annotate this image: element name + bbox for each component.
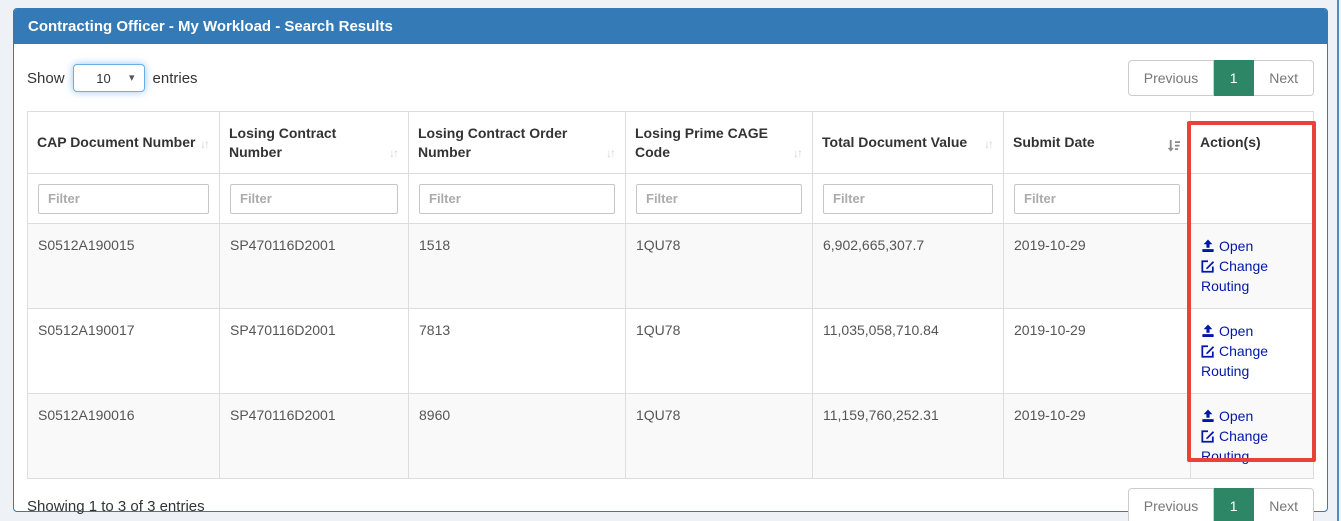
column-header-losing-prime-cage-code[interactable]: Losing Prime CAGE Code ↓↑ xyxy=(625,111,813,174)
filter-input-submit-date[interactable] xyxy=(1014,183,1180,214)
bottom-controls: Showing 1 to 3 of 3 entries Previous 1 N… xyxy=(27,486,1314,521)
next-page-button[interactable]: Next xyxy=(1254,60,1314,96)
cell-cap-document-number: S0512A190017 xyxy=(27,308,220,394)
edit-icon xyxy=(1201,259,1215,273)
header-row: CAP Document Number ↓↑ Losing Contract N… xyxy=(27,111,1314,174)
cell-losing-prime-cage-code: 1QU78 xyxy=(625,393,813,479)
cell-losing-prime-cage-code: 1QU78 xyxy=(625,308,813,394)
cell-total-document-value: 6,902,665,307.7 xyxy=(812,223,1004,309)
column-header-losing-contract-order-number[interactable]: Losing Contract Order Number ↓↑ xyxy=(408,111,626,174)
panel-title: Contracting Officer - My Workload - Sear… xyxy=(14,9,1327,44)
column-header-losing-contract-number[interactable]: Losing Contract Number ↓↑ xyxy=(219,111,409,174)
column-header-submit-date[interactable]: Submit Date xyxy=(1003,111,1191,174)
previous-page-button[interactable]: Previous xyxy=(1127,60,1215,96)
column-header-total-document-value[interactable]: Total Document Value ↓↑ xyxy=(812,111,1004,174)
open-link[interactable]: Open xyxy=(1201,406,1303,426)
filter-input-total-document-value[interactable] xyxy=(823,183,993,214)
cell-losing-contract-order-number: 7813 xyxy=(408,308,626,394)
open-link[interactable]: Open xyxy=(1201,321,1303,341)
filter-input-losing-prime-cage-code[interactable] xyxy=(636,183,802,214)
pagination-bottom: Previous 1 Next xyxy=(1127,488,1314,521)
sort-icon: ↓↑ xyxy=(606,146,616,161)
edit-icon xyxy=(1201,344,1215,358)
results-table-wrap: CAP Document Number ↓↑ Losing Contract N… xyxy=(27,111,1316,479)
cell-losing-contract-order-number: 8960 xyxy=(408,393,626,479)
cell-submit-date: 2019-10-29 xyxy=(1003,308,1191,394)
upload-icon xyxy=(1201,324,1215,338)
cell-losing-contract-order-number: 1518 xyxy=(408,223,626,309)
change-routing-link[interactable]: Change Routing xyxy=(1201,258,1269,294)
filter-input-cap-document-number[interactable] xyxy=(38,183,209,214)
window-right-edge xyxy=(1337,0,1339,521)
pagination-top: Previous 1 Next xyxy=(1127,60,1314,96)
cell-cap-document-number: S0512A190016 xyxy=(27,393,220,479)
sort-icon: ↓↑ xyxy=(793,146,803,161)
top-controls: Show 10 ▾ entries Previous 1 Next xyxy=(27,58,1314,98)
previous-page-button[interactable]: Previous xyxy=(1127,488,1215,521)
entries-select-value: 10 xyxy=(96,70,111,86)
filter-input-losing-contract-order-number[interactable] xyxy=(419,183,615,214)
cell-total-document-value: 11,035,058,710.84 xyxy=(812,308,1004,394)
filter-cell-actions-empty xyxy=(1190,173,1314,224)
column-header-cap-document-number[interactable]: CAP Document Number ↓↑ xyxy=(27,111,220,174)
show-label: Show xyxy=(27,69,65,87)
cell-losing-contract-number: SP470116D2001 xyxy=(219,393,409,479)
cell-cap-document-number: S0512A190015 xyxy=(27,223,220,309)
table-row: S0512A190016 SP470116D2001 8960 1QU78 11… xyxy=(27,393,1314,479)
cell-total-document-value: 11,159,760,252.31 xyxy=(812,393,1004,479)
page-1-button[interactable]: 1 xyxy=(1214,488,1255,521)
cell-losing-contract-number: SP470116D2001 xyxy=(219,308,409,394)
caret-down-icon: ▾ xyxy=(129,72,135,85)
filter-input-losing-contract-number[interactable] xyxy=(230,183,398,214)
cell-submit-date: 2019-10-29 xyxy=(1003,223,1191,309)
entries-label: entries xyxy=(152,69,198,87)
cell-losing-prime-cage-code: 1QU78 xyxy=(625,223,813,309)
sort-icon: ↓↑ xyxy=(200,136,210,151)
page-1-button[interactable]: 1 xyxy=(1214,60,1255,96)
change-routing-link[interactable]: Change Routing xyxy=(1201,428,1269,464)
edit-icon xyxy=(1201,429,1215,443)
sort-amount-asc-icon xyxy=(1167,139,1181,152)
cell-submit-date: 2019-10-29 xyxy=(1003,393,1191,479)
next-page-button[interactable]: Next xyxy=(1254,488,1314,521)
upload-icon xyxy=(1201,409,1215,423)
sort-icon: ↓↑ xyxy=(984,136,994,151)
upload-icon xyxy=(1201,239,1215,253)
open-link[interactable]: Open xyxy=(1201,236,1303,256)
show-entries-control: Show 10 ▾ entries xyxy=(27,64,198,92)
entries-summary: Showing 1 to 3 of 3 entries xyxy=(27,497,205,515)
sort-icon: ↓↑ xyxy=(389,146,399,161)
table-row: S0512A190017 SP470116D2001 7813 1QU78 11… xyxy=(27,308,1314,394)
results-table: CAP Document Number ↓↑ Losing Contract N… xyxy=(27,111,1314,479)
cell-losing-contract-number: SP470116D2001 xyxy=(219,223,409,309)
entries-select[interactable]: 10 ▾ xyxy=(72,64,145,92)
cell-actions: Open Change Routing xyxy=(1190,308,1314,394)
filter-row xyxy=(27,173,1314,224)
change-routing-link[interactable]: Change Routing xyxy=(1201,343,1269,379)
cell-actions: Open Change Routing xyxy=(1190,223,1314,309)
workload-results-panel: Contracting Officer - My Workload - Sear… xyxy=(13,8,1328,521)
panel-body: Show 10 ▾ entries Previous 1 Next xyxy=(14,44,1327,521)
table-row: S0512A190015 SP470116D2001 1518 1QU78 6,… xyxy=(27,223,1314,309)
cell-actions: Open Change Routing xyxy=(1190,393,1314,479)
column-header-actions: Action(s) xyxy=(1190,111,1314,174)
